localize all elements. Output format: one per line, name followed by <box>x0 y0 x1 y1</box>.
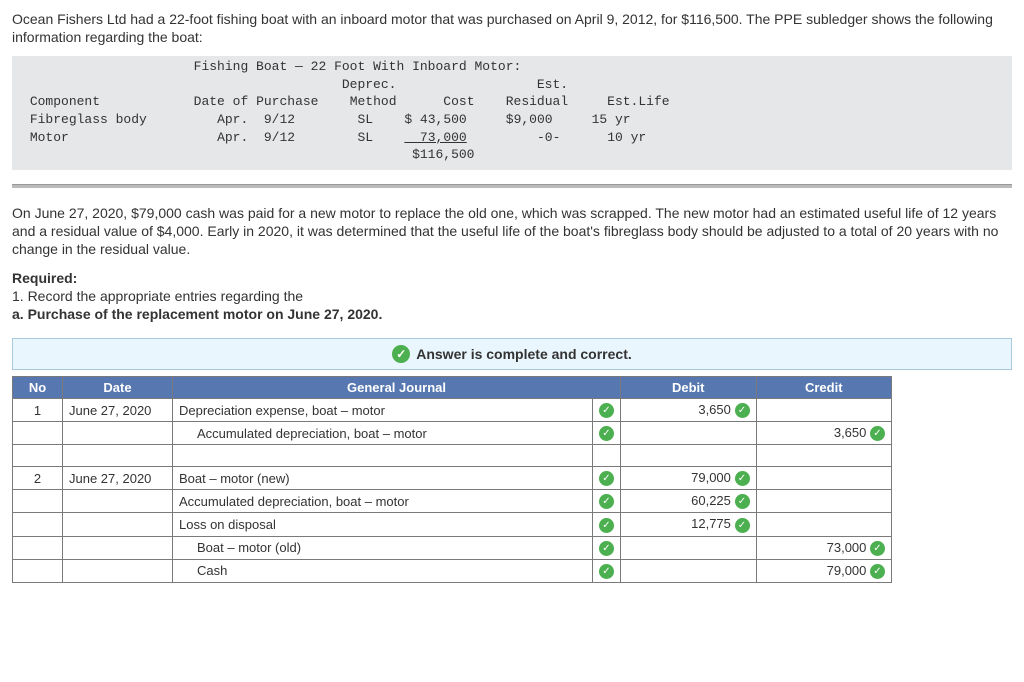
intro-text: Ocean Fishers Ltd had a 22-foot fishing … <box>12 10 1012 46</box>
cell-row-mark: ✓ <box>593 422 621 445</box>
table-row: Accumulated depreciation, boat – motor✓6… <box>13 490 892 513</box>
table-row: Cash✓79,000 ✓ <box>13 559 892 582</box>
cell-account[interactable]: Accumulated depreciation, boat – motor <box>173 490 593 513</box>
cell-no <box>13 513 63 536</box>
check-icon: ✓ <box>735 494 750 509</box>
para-2: On June 27, 2020, $79,000 cash was paid … <box>12 204 1012 259</box>
cell-debit[interactable] <box>621 445 757 467</box>
check-icon: ✓ <box>599 494 614 509</box>
cell-row-mark: ✓ <box>593 559 621 582</box>
cell-date <box>63 513 173 536</box>
table-row: Loss on disposal✓12,775 ✓ <box>13 513 892 536</box>
cell-date <box>63 536 173 559</box>
cell-date: June 27, 2020 <box>63 399 173 422</box>
table-row: 2June 27, 2020Boat – motor (new)✓79,000 … <box>13 467 892 490</box>
cell-account[interactable] <box>173 445 593 467</box>
cell-debit[interactable] <box>621 559 757 582</box>
table-row: Boat – motor (old)✓73,000 ✓ <box>13 536 892 559</box>
cell-row-mark: ✓ <box>593 399 621 422</box>
check-icon: ✓ <box>735 518 750 533</box>
check-icon: ✓ <box>735 403 750 418</box>
cell-no <box>13 536 63 559</box>
cell-date: June 27, 2020 <box>63 467 173 490</box>
required-head: Required: <box>12 270 1012 286</box>
cell-account[interactable]: Accumulated depreciation, boat – motor <box>173 422 593 445</box>
th-general-journal: General Journal <box>173 377 621 399</box>
cell-debit[interactable]: 60,225 ✓ <box>621 490 757 513</box>
cell-debit[interactable]: 12,775 ✓ <box>621 513 757 536</box>
check-icon: ✓ <box>599 541 614 556</box>
cell-no <box>13 422 63 445</box>
cell-debit[interactable]: 79,000 ✓ <box>621 467 757 490</box>
th-debit: Debit <box>621 377 757 399</box>
cell-credit[interactable]: 79,000 ✓ <box>756 559 892 582</box>
cell-row-mark: ✓ <box>593 513 621 536</box>
check-icon: ✓ <box>870 426 885 441</box>
general-journal-table: No Date General Journal Debit Credit 1Ju… <box>12 376 892 582</box>
cell-credit[interactable]: 73,000 ✓ <box>756 536 892 559</box>
check-icon: ✓ <box>870 541 885 556</box>
table-row: Accumulated depreciation, boat – motor✓3… <box>13 422 892 445</box>
ledger-header-row2: Component Date of Purchase Method Cost R… <box>12 93 1012 111</box>
ledger-row: Fibreglass body Apr. 9/12 SL $ 43,500 $9… <box>12 111 1012 129</box>
check-icon: ✓ <box>735 471 750 486</box>
check-icon: ✓ <box>599 518 614 533</box>
cell-account[interactable]: Depreciation expense, boat – motor <box>173 399 593 422</box>
cell-credit[interactable] <box>756 513 892 536</box>
cell-row-mark: ✓ <box>593 467 621 490</box>
check-icon: ✓ <box>599 426 614 441</box>
cell-account[interactable]: Cash <box>173 559 593 582</box>
th-date: Date <box>63 377 173 399</box>
answer-banner-text: Answer is complete and correct. <box>416 346 632 362</box>
cell-credit[interactable] <box>756 467 892 490</box>
cell-row-mark: ✓ <box>593 536 621 559</box>
cell-no: 1 <box>13 399 63 422</box>
ledger-row: Motor Apr. 9/12 SL 73,000 -0- 10 yr <box>12 129 1012 147</box>
check-icon: ✓ <box>392 345 410 363</box>
cell-credit[interactable] <box>756 399 892 422</box>
cell-account[interactable]: Boat – motor (old) <box>173 536 593 559</box>
ledger-title: Fishing Boat — 22 Foot With Inboard Moto… <box>12 58 1012 76</box>
cell-debit[interactable] <box>621 422 757 445</box>
table-header-row: No Date General Journal Debit Credit <box>13 377 892 399</box>
ledger-total: $116,500 <box>12 146 1012 164</box>
cell-no: 2 <box>13 467 63 490</box>
cell-debit[interactable] <box>621 536 757 559</box>
th-no: No <box>13 377 63 399</box>
cell-credit[interactable] <box>756 445 892 467</box>
ledger-header-row1: Deprec. Est. <box>12 76 1012 94</box>
cell-no <box>13 559 63 582</box>
ppe-subledger: Fishing Boat — 22 Foot With Inboard Moto… <box>12 56 1012 169</box>
cell-date <box>63 490 173 513</box>
cell-account[interactable]: Boat – motor (new) <box>173 467 593 490</box>
check-icon: ✓ <box>599 471 614 486</box>
table-row: 1June 27, 2020Depreciation expense, boat… <box>13 399 892 422</box>
scrollbar-hint <box>12 184 1012 188</box>
cell-no <box>13 490 63 513</box>
check-icon: ✓ <box>599 403 614 418</box>
required-line-a: a. Purchase of the replacement motor on … <box>12 306 1012 322</box>
table-row <box>13 445 892 467</box>
cell-date <box>63 559 173 582</box>
cell-account[interactable]: Loss on disposal <box>173 513 593 536</box>
cell-debit[interactable]: 3,650 ✓ <box>621 399 757 422</box>
check-icon: ✓ <box>599 564 614 579</box>
answer-banner: ✓ Answer is complete and correct. <box>12 338 1012 370</box>
required-line-1: 1. Record the appropriate entries regard… <box>12 288 1012 304</box>
cell-date <box>63 422 173 445</box>
cell-credit[interactable]: 3,650 ✓ <box>756 422 892 445</box>
cell-row-mark <box>593 445 621 467</box>
cell-date <box>63 445 173 467</box>
th-credit: Credit <box>756 377 892 399</box>
cell-no <box>13 445 63 467</box>
check-icon: ✓ <box>870 564 885 579</box>
cell-row-mark: ✓ <box>593 490 621 513</box>
cell-credit[interactable] <box>756 490 892 513</box>
